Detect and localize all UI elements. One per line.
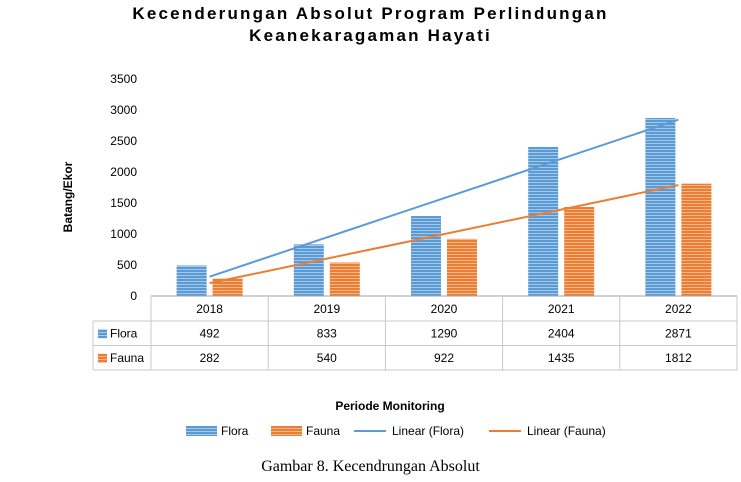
bar-flora [528,146,559,296]
table-cell-value: 492 [200,326,220,340]
legend-key-fauna [271,426,302,436]
table-cell-value: 1812 [665,351,692,365]
table-row-label: Flora [110,326,138,340]
y-tick-label: 2500 [110,134,137,148]
legend-label: Linear (Flora) [392,424,464,438]
bar-fauna [212,278,243,296]
trendline-fauna [209,184,679,285]
y-tick-label: 0 [130,289,137,303]
bar-flora [176,265,207,296]
x-tick-label: 2019 [313,302,340,316]
x-axis-label: Periode Monitoring [335,399,445,413]
bar-flora [293,244,324,296]
y-tick-label: 500 [117,258,137,272]
bar-flora [411,216,441,296]
trendline-flora [209,118,679,278]
chart-title-line1: Kecenderungan Absolut Program Perlindung… [132,4,609,23]
table-row-label: Fauna [110,351,144,365]
x-tick-label: 2018 [196,302,223,316]
bar-fauna [564,207,595,296]
y-tick-label: 1000 [110,227,137,241]
table-cell-value: 540 [317,351,337,365]
y-tick-label: 3000 [110,103,137,117]
table-cell-value: 2871 [665,326,692,340]
x-tick-label: 2022 [665,302,692,316]
y-tick-label: 3500 [110,72,137,86]
table-legend-key-fauna [98,353,107,363]
table-cell-value: 2404 [548,326,575,340]
bar-flora [645,117,676,296]
legend-label: Fauna [306,424,340,438]
y-tick-label: 2000 [110,165,137,179]
legend-key-flora [186,426,217,436]
x-tick-label: 2020 [431,302,458,316]
table-cell-value: 833 [317,326,337,340]
figure-caption: Gambar 8. Kecendrungan Absolut [261,458,480,475]
table-cell-value: 1290 [431,326,458,340]
table-legend-key-flora [98,329,107,339]
legend-label: Linear (Fauna) [527,424,606,438]
chart-title-line2: Keanekaragaman Hayati [249,26,492,45]
y-tick-label: 1500 [110,196,137,210]
table-cell-value: 282 [200,351,220,365]
bar-fauna [447,238,477,296]
legend-label: Flora [221,424,249,438]
bar-fauna [329,262,360,296]
bar-fauna [681,183,712,296]
table-cell-value: 922 [434,351,454,365]
x-tick-label: 2021 [548,302,575,316]
table-cell-value: 1435 [548,351,575,365]
